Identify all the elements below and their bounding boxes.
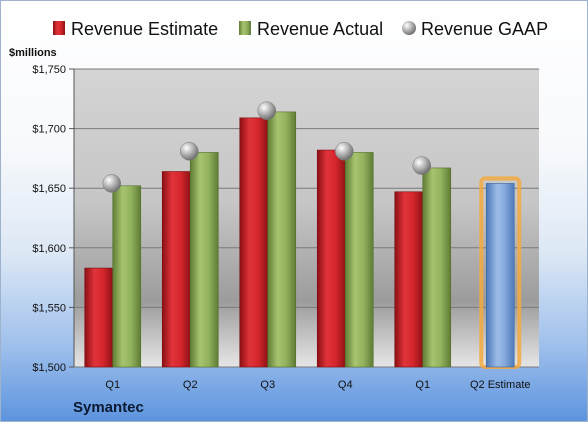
legend-swatch-estimate: [53, 21, 65, 35]
bar-estimate: [316, 149, 346, 368]
gaap-point: [335, 141, 354, 161]
x-tick-label: Q2 Estimate: [470, 379, 531, 391]
bar-estimate: [84, 267, 114, 368]
legend-swatch-actual: [239, 21, 251, 35]
y-tick-label: $1,550: [32, 302, 66, 314]
x-tick-label: Q3: [260, 379, 275, 391]
x-tick-label: Q4: [338, 379, 353, 391]
y-tick-label: $1,750: [32, 64, 66, 76]
gaap-point: [180, 141, 199, 161]
y-axis-ticks: $1,500 $1,550 $1,600 $1,650 $1,700 $1,750: [32, 64, 75, 374]
legend-label-actual: Revenue Actual: [257, 19, 383, 39]
bar-actual: [267, 111, 297, 368]
legend: Revenue Estimate Revenue Actual Revenue …: [53, 19, 548, 39]
bar-estimate: [485, 183, 515, 368]
bar-actual: [422, 167, 452, 368]
bar-estimate: [394, 191, 424, 368]
legend-item-actual: Revenue Actual: [239, 19, 383, 39]
x-tick-label: Q1: [415, 379, 430, 391]
y-tick-label: $1,500: [32, 362, 66, 374]
legend-item-estimate: Revenue Estimate: [53, 19, 218, 39]
company-name: Symantec: [73, 399, 144, 416]
gaap-point: [102, 174, 121, 193]
y-tick-label: $1,600: [32, 243, 66, 255]
y-tick-label: $1,700: [32, 124, 66, 136]
legend-swatch-gaap: [402, 21, 416, 35]
x-tick-label: Q1: [105, 379, 120, 391]
unit-label: $millions: [9, 47, 57, 59]
legend-label-estimate: Revenue Estimate: [71, 19, 218, 39]
legend-label-gaap: Revenue GAAP: [421, 19, 548, 39]
legend-item-gaap: Revenue GAAP: [402, 19, 548, 39]
gaap-point: [257, 101, 276, 120]
x-axis-ticks: Q1 Q2 Q3 Q4 Q1 Q2 Estimate: [105, 379, 530, 391]
bar-estimate: [239, 117, 269, 368]
bar-actual: [112, 185, 142, 368]
gridlines: [74, 68, 539, 368]
plot-area: [74, 69, 539, 367]
x-tick-label: Q2: [183, 379, 198, 391]
bar-actual: [189, 152, 219, 368]
bar-estimate: [161, 171, 191, 368]
gaap-point: [412, 156, 431, 175]
y-tick-label: $1,650: [32, 183, 66, 195]
bars: [84, 101, 522, 369]
bar-actual: [344, 152, 374, 368]
